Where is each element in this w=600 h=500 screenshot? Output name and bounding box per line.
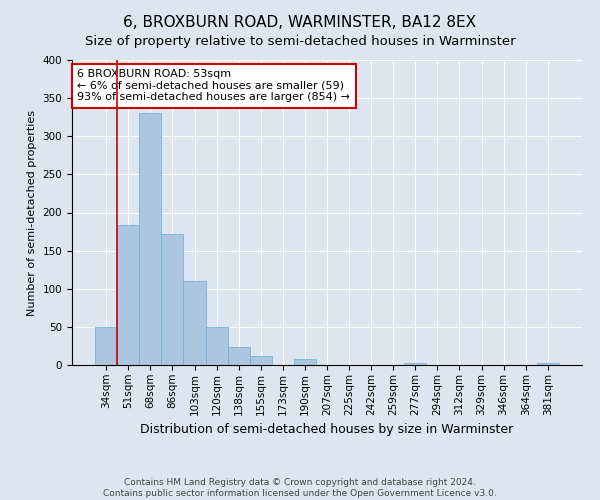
Text: Contains HM Land Registry data © Crown copyright and database right 2024.
Contai: Contains HM Land Registry data © Crown c…: [103, 478, 497, 498]
Bar: [537, 362, 559, 365]
Bar: [161, 234, 184, 365]
X-axis label: Distribution of semi-detached houses by size in Warminster: Distribution of semi-detached houses by …: [140, 423, 514, 436]
Bar: [117, 226, 139, 365]
Text: 6, BROXBURN ROAD, WARMINSTER, BA12 8EX: 6, BROXBURN ROAD, WARMINSTER, BA12 8EX: [124, 15, 476, 30]
Text: Size of property relative to semi-detached houses in Warminster: Size of property relative to semi-detach…: [85, 35, 515, 48]
Bar: [250, 356, 272, 365]
Bar: [404, 364, 427, 365]
Text: 6 BROXBURN ROAD: 53sqm
← 6% of semi-detached houses are smaller (59)
93% of semi: 6 BROXBURN ROAD: 53sqm ← 6% of semi-deta…: [77, 69, 350, 102]
Bar: [184, 281, 206, 365]
Y-axis label: Number of semi-detached properties: Number of semi-detached properties: [27, 110, 37, 316]
Bar: [95, 327, 117, 365]
Bar: [227, 348, 250, 365]
Bar: [294, 359, 316, 365]
Bar: [206, 327, 227, 365]
Bar: [139, 114, 161, 365]
